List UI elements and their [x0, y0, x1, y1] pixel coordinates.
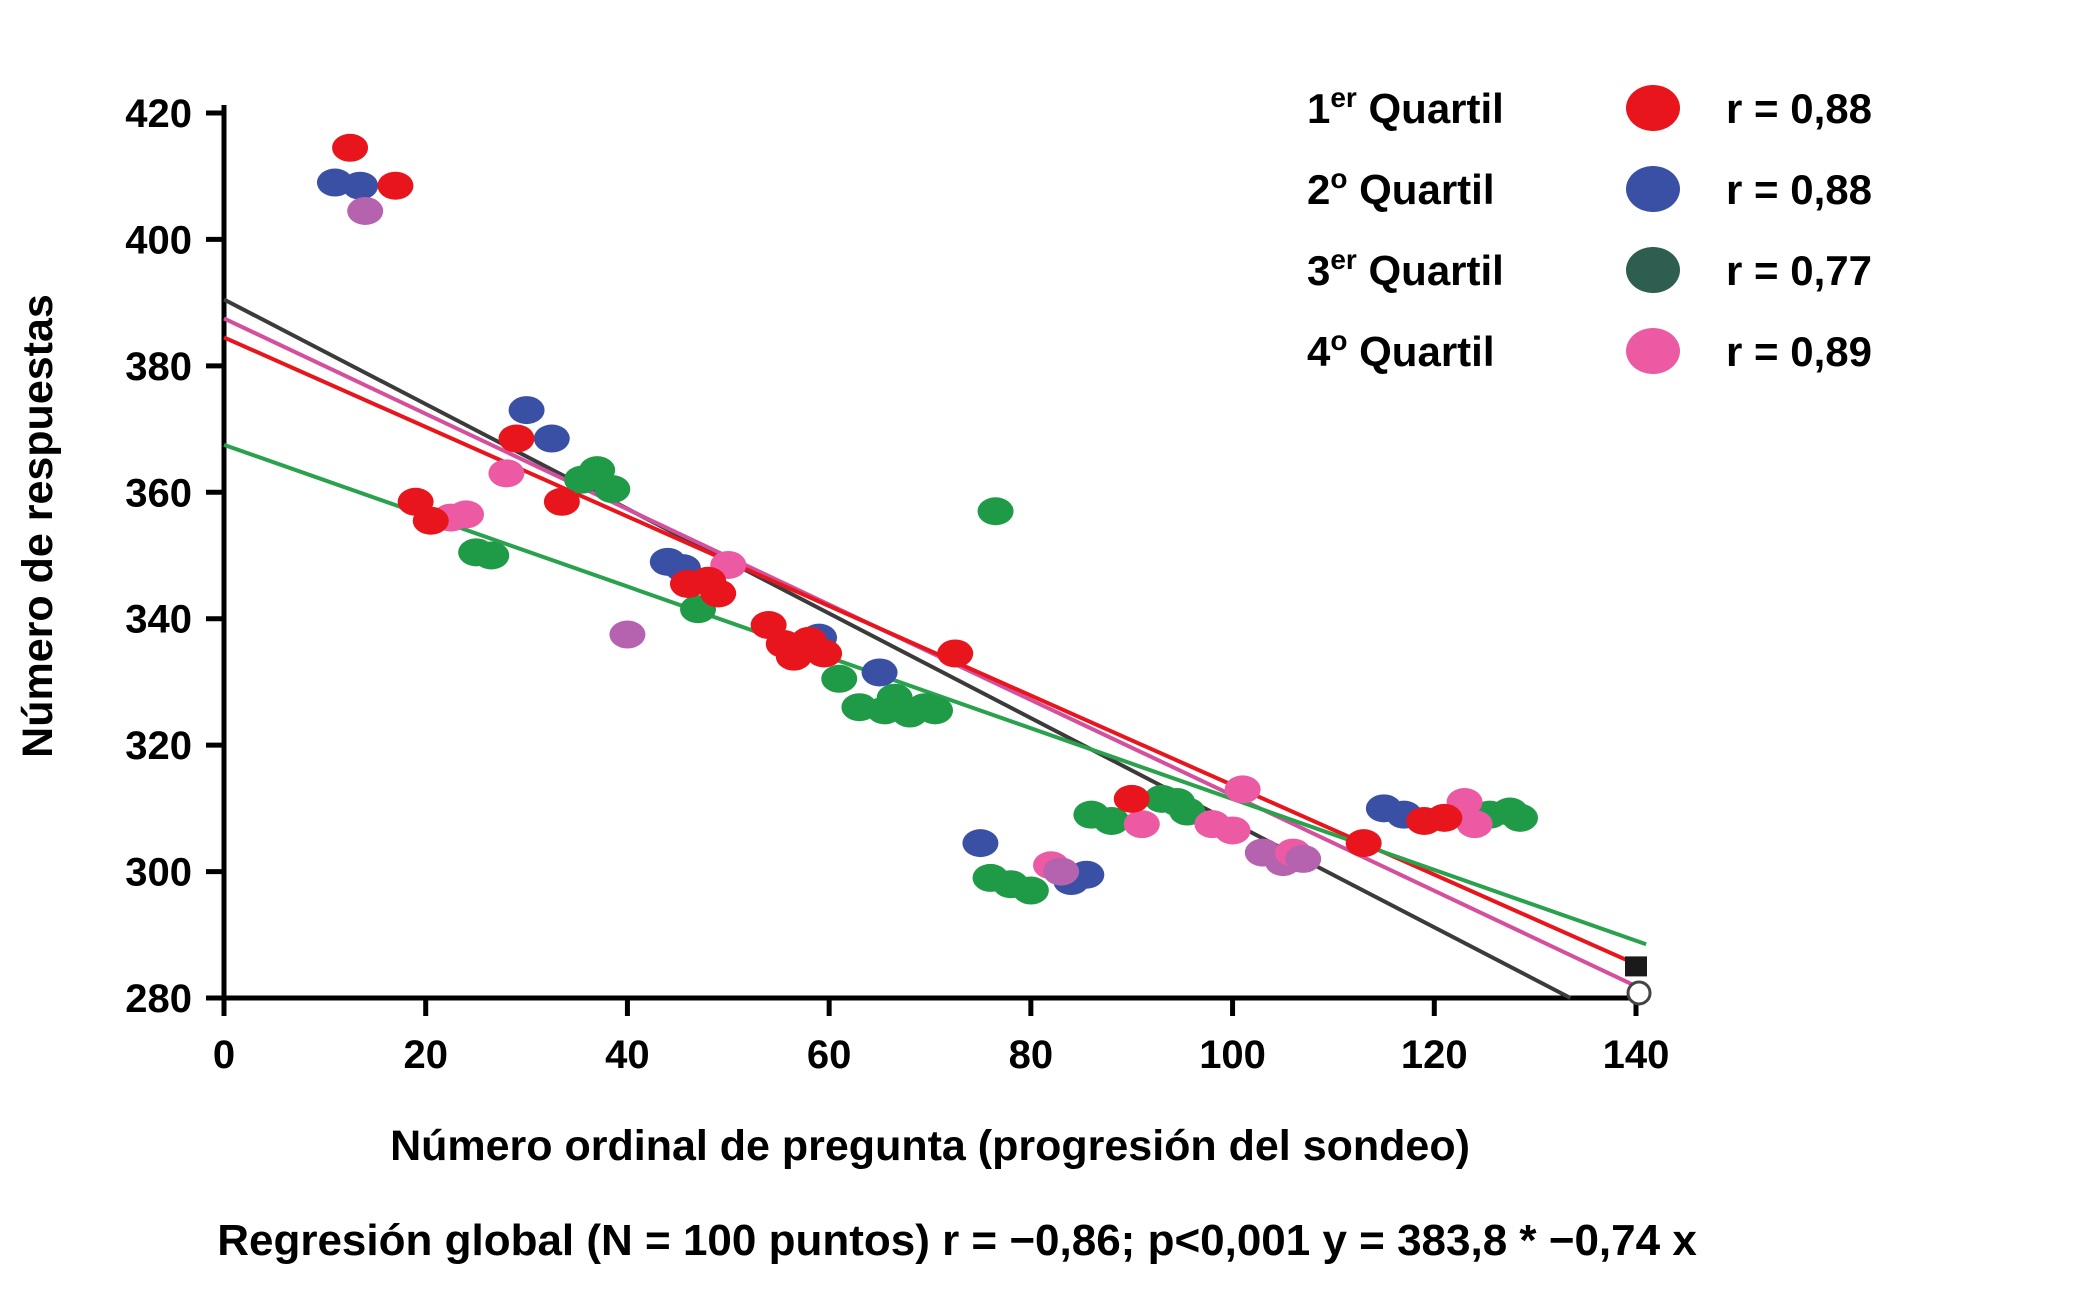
x-tick-label: 60: [807, 1033, 852, 1077]
legend-label: 2o Quartil: [1307, 163, 1495, 213]
scatter-point: [1113, 784, 1150, 813]
scatter-point: [962, 829, 999, 858]
y-tick-label: 380: [125, 345, 192, 389]
scatter-point: [1345, 829, 1382, 858]
legend-label: 1er Quartil: [1307, 82, 1504, 132]
scatter-point: [1456, 810, 1493, 839]
scatter-point: [917, 696, 954, 725]
y-tick-label: 280: [125, 977, 192, 1021]
legend: 1er Quartil r = 0,88 2o Quartil r = 0,88 3er…: [1307, 82, 1872, 375]
global-regression-caption: Regresión global (N = 100 puntos) r = −0…: [217, 1216, 1697, 1265]
scatter-point: [347, 196, 384, 225]
y-tick-label: 300: [125, 851, 192, 895]
legend-r-value: r = 0,88: [1726, 85, 1872, 132]
scatter-point: [488, 459, 525, 488]
square-marker: [1625, 956, 1647, 977]
x-tick-label: 80: [1009, 1033, 1054, 1077]
legend-swatch: [1626, 166, 1680, 212]
axes-layer: 280 300 320 340 360 380 400 420 0 20 40 60 80 100 120 1…: [125, 92, 1669, 1077]
y-tick-label: 320: [125, 724, 192, 768]
scatter-point: [1123, 810, 1160, 839]
legend-swatch: [1626, 328, 1680, 374]
scatter-point: [1093, 807, 1130, 835]
open-circle-marker: [1626, 980, 1652, 1006]
legend-r-value: r = 0,77: [1726, 247, 1872, 294]
scatter-point: [700, 579, 737, 608]
scatter-point: [412, 506, 449, 535]
scatter-point: [1285, 844, 1322, 873]
scatter-point: [1012, 876, 1049, 905]
scatter-point: [977, 497, 1014, 526]
scatter-point: [533, 424, 570, 453]
y-tick-label: 360: [125, 471, 192, 515]
x-axis-title: Número ordinal de pregunta (progresión d…: [390, 1122, 1470, 1170]
scatter-point: [377, 171, 414, 200]
legend-r-value: r = 0,88: [1726, 166, 1872, 213]
regression-line-global: [223, 297, 1572, 1000]
scatter-point: [1043, 857, 1080, 886]
legend-swatch: [1626, 85, 1680, 131]
legend-label: 4o Quartil: [1307, 325, 1495, 375]
y-tick-label: 340: [125, 598, 192, 642]
legend-swatch: [1626, 247, 1680, 293]
scatter-point: [1426, 803, 1463, 832]
scatter-point: [1224, 775, 1261, 804]
regression-line-quartil-1: [223, 335, 1642, 969]
scatter-point: [543, 487, 580, 516]
y-tick-label: 400: [125, 218, 192, 262]
x-tick-label: 0: [213, 1033, 235, 1077]
x-tick-label: 40: [605, 1033, 650, 1077]
legend-r-value: r = 0,89: [1726, 328, 1872, 375]
scatter-point: [609, 620, 646, 649]
scatter-point: [508, 396, 545, 425]
y-axis-title: Número de respuestas: [14, 294, 62, 758]
scatter-point: [342, 171, 379, 200]
scatter-point: [594, 475, 631, 504]
x-tick-label: 20: [403, 1033, 448, 1077]
scatter-point: [332, 133, 369, 162]
legend-label: 3er Quartil: [1307, 244, 1504, 294]
scatter-points-layer: [316, 133, 1652, 1006]
scatter-point: [448, 500, 485, 529]
x-tick-label: 140: [1603, 1033, 1670, 1077]
scatter-point: [937, 639, 974, 668]
x-tick-label: 120: [1401, 1033, 1468, 1077]
y-tick-label: 420: [125, 92, 192, 136]
scatter-point: [473, 541, 510, 570]
regression-lines-layer: [223, 297, 1647, 1000]
scatter-point: [1214, 816, 1251, 845]
scatter-point: [806, 639, 843, 668]
scatter-point: [1502, 803, 1539, 832]
x-tick-label: 100: [1199, 1033, 1266, 1077]
scatter-point: [498, 424, 535, 453]
scatter-point: [861, 658, 898, 687]
scatter-point: [821, 664, 858, 693]
